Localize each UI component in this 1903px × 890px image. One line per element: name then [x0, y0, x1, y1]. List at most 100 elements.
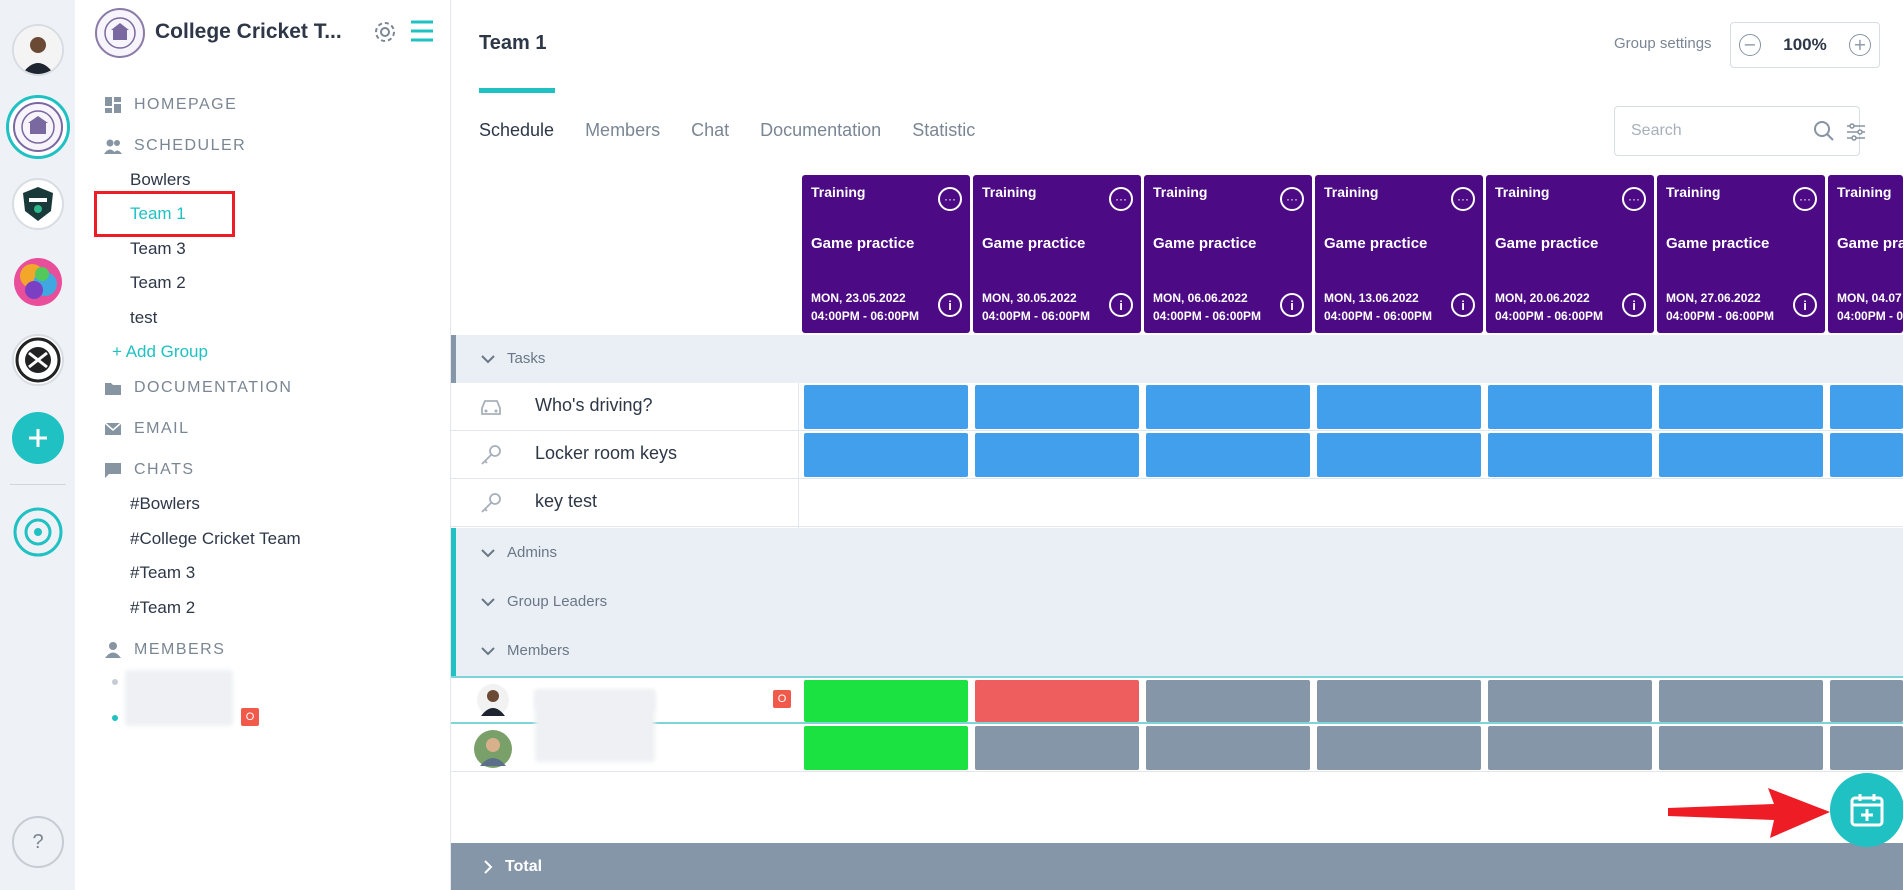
member-name-redacted[interactable] — [125, 670, 233, 726]
add-event-button[interactable] — [1830, 773, 1903, 847]
more-options-icon[interactable]: ··· — [938, 187, 962, 211]
members-toggle[interactable]: Members — [481, 642, 570, 659]
avatar[interactable] — [474, 730, 512, 768]
nav-members[interactable]: MEMBERS — [104, 641, 225, 659]
attendance-cell-no-response[interactable] — [1488, 680, 1652, 722]
avatar[interactable] — [477, 684, 509, 716]
colorful-team-avatar[interactable] — [12, 256, 64, 308]
task-cell[interactable] — [1146, 433, 1310, 477]
attendance-cell-no-response[interactable] — [1146, 680, 1310, 722]
event-card[interactable]: Training ··· Game practice MON, 13.06.20… — [1315, 175, 1483, 333]
nav-chats[interactable]: CHATS — [104, 461, 195, 479]
event-time: 04:00PM - 06:00PM — [1495, 309, 1604, 323]
chat-channel-college-cricket-team[interactable]: #College Cricket Team — [130, 529, 301, 548]
add-team-button[interactable] — [12, 412, 64, 464]
task-cell[interactable] — [1488, 385, 1652, 429]
event-time: 04:00PM - 06:00PM — [982, 309, 1091, 323]
sidebar-item-bowlers[interactable]: Bowlers — [130, 170, 191, 189]
tab-chat[interactable]: Chat — [691, 120, 730, 140]
task-cell[interactable] — [1317, 385, 1481, 429]
attendance-cell-no-response[interactable] — [975, 726, 1139, 770]
task-cell[interactable] — [1659, 385, 1823, 429]
info-icon[interactable]: i — [1451, 293, 1475, 317]
chat-channel-bowlers[interactable]: #Bowlers — [130, 494, 200, 513]
task-cell[interactable] — [1830, 433, 1903, 477]
task-cell[interactable] — [804, 433, 968, 477]
attendance-cell-attending[interactable] — [804, 680, 968, 722]
attendance-cell-no-response[interactable] — [1146, 726, 1310, 770]
task-cell[interactable] — [1146, 385, 1310, 429]
menu-icon[interactable] — [409, 19, 435, 43]
event-card[interactable]: Training ··· Game practice MON, 20.06.20… — [1486, 175, 1654, 333]
more-options-icon[interactable]: ··· — [1451, 187, 1475, 211]
calendar-add-icon — [1850, 794, 1884, 827]
tab-documentation[interactable]: Documentation — [760, 120, 882, 140]
attendance-cell-no-response[interactable] — [1659, 680, 1823, 722]
help-button[interactable]: ? — [12, 816, 64, 868]
attendance-cell-no-response[interactable] — [1659, 726, 1823, 770]
event-card[interactable]: Training ··· Game practice MON, 27.06.20… — [1657, 175, 1825, 333]
nav-email[interactable]: EMAIL — [104, 420, 190, 438]
chat-channel-team-2[interactable]: #Team 2 — [130, 598, 196, 617]
search-icon[interactable] — [1813, 120, 1835, 142]
task-cell[interactable] — [1488, 433, 1652, 477]
tab-members[interactable]: Members — [585, 120, 661, 140]
task-cell[interactable] — [975, 385, 1139, 429]
nav-documentation[interactable]: DOCUMENTATION — [104, 379, 292, 397]
attendance-cell-no-response[interactable] — [1488, 726, 1652, 770]
task-cell[interactable] — [975, 433, 1139, 477]
add-group-link[interactable]: + Add Group — [112, 342, 208, 361]
info-icon[interactable]: i — [1793, 293, 1817, 317]
event-card[interactable]: Training ··· Game practice MON, 06.06.20… — [1144, 175, 1312, 333]
attendance-cell-no-response[interactable] — [1317, 726, 1481, 770]
event-card[interactable]: Training ··· Game practice MON, 30.05.20… — [973, 175, 1141, 333]
more-options-icon[interactable]: ··· — [1280, 187, 1304, 211]
filter-icon[interactable] — [1845, 121, 1867, 143]
info-icon[interactable]: i — [1622, 293, 1646, 317]
zoom-out-button[interactable]: − — [1739, 34, 1761, 56]
attendance-cell-no-response[interactable] — [1830, 726, 1903, 770]
admins-toggle[interactable]: Admins — [481, 544, 557, 561]
attendance-cell-no-response[interactable] — [1317, 680, 1481, 722]
tab-schedule[interactable]: Schedule — [479, 120, 555, 140]
total-row[interactable]: Total — [451, 843, 1903, 890]
search-input[interactable] — [1631, 122, 1781, 140]
event-type: Training — [1837, 184, 1892, 200]
tab-statistic[interactable]: Statistic — [912, 120, 976, 140]
info-icon[interactable]: i — [1280, 293, 1304, 317]
user-avatar[interactable] — [12, 24, 64, 76]
task-cell[interactable] — [804, 385, 968, 429]
attendance-cell-declined[interactable] — [975, 680, 1139, 722]
more-options-icon[interactable]: ··· — [1622, 187, 1646, 211]
more-options-icon[interactable]: ··· — [1793, 187, 1817, 211]
attendance-cell-no-response[interactable] — [1830, 680, 1903, 722]
sidebar-item-team-2[interactable]: Team 2 — [130, 273, 186, 292]
club-crest-avatar[interactable] — [12, 334, 64, 386]
event-name: Game practice — [811, 235, 915, 252]
chat-channel-team-3[interactable]: #Team 3 — [130, 563, 196, 582]
sidebar-item-team-3[interactable]: Team 3 — [130, 239, 186, 258]
chevron-down-icon — [481, 354, 495, 363]
college-cricket-team-avatar[interactable] — [6, 95, 70, 159]
task-cell[interactable] — [1659, 433, 1823, 477]
event-date: MON, 30.05.2022 — [982, 291, 1077, 305]
nav-homepage[interactable]: HOMEPAGE — [104, 96, 237, 114]
team-logo-shield-avatar[interactable] — [12, 178, 64, 230]
more-options-icon[interactable]: ··· — [1109, 187, 1133, 211]
attendance-cell-attending[interactable] — [804, 726, 968, 770]
group-settings-link[interactable]: Group settings — [1614, 35, 1712, 52]
sidebar-item-team-1[interactable]: Team 1 — [130, 204, 186, 223]
sidebar-item-test[interactable]: test — [130, 308, 158, 327]
nav-scheduler[interactable]: SCHEDULER — [104, 137, 246, 155]
event-card[interactable]: Training ··· Game practice MON, 23.05.20… — [802, 175, 970, 333]
info-icon[interactable]: i — [938, 293, 962, 317]
discover-button[interactable] — [12, 506, 64, 558]
gear-icon[interactable] — [372, 19, 398, 45]
info-icon[interactable]: i — [1109, 293, 1133, 317]
task-cell[interactable] — [1830, 385, 1903, 429]
tasks-toggle[interactable]: Tasks — [481, 350, 545, 367]
event-card[interactable]: Training Game pra MON, 04.07 04:00PM - 06… — [1828, 175, 1903, 333]
zoom-in-button[interactable]: + — [1848, 34, 1871, 56]
task-cell[interactable] — [1317, 433, 1481, 477]
group-leaders-toggle[interactable]: Group Leaders — [481, 593, 607, 610]
